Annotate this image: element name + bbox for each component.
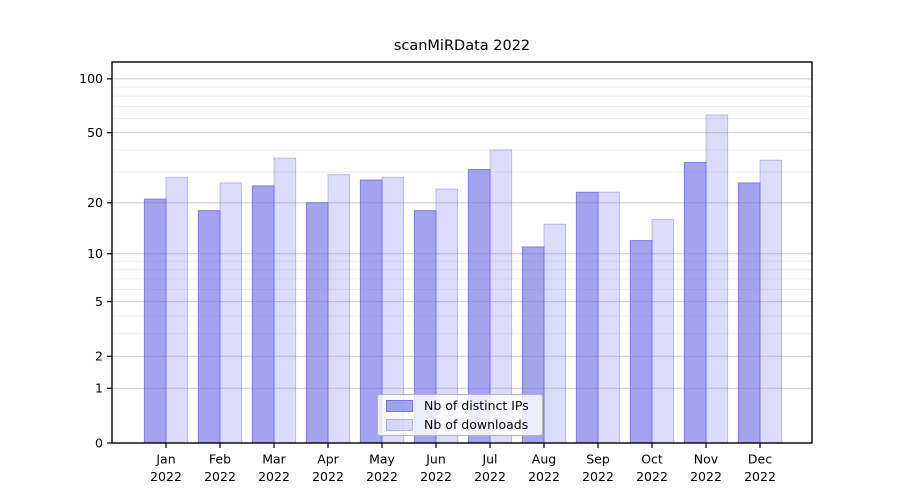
bar-distinct-ips-mar bbox=[251, 185, 275, 444]
x-tick-label-year: 2022 bbox=[582, 469, 614, 484]
y-tick-label: 50 bbox=[87, 125, 103, 140]
y-tick-label: 1 bbox=[95, 381, 103, 396]
x-tick-label-month: Apr bbox=[317, 452, 339, 467]
legend: Nb of distinct IPs Nb of downloads bbox=[377, 394, 543, 436]
legend-label-distinct-ips: Nb of distinct IPs bbox=[424, 397, 529, 413]
y-tick-label: 10 bbox=[87, 246, 103, 261]
x-tick-label-year: 2022 bbox=[204, 469, 236, 484]
chart-title: scanMiRData 2022 bbox=[393, 38, 531, 54]
y-tick-label: 2 bbox=[95, 349, 103, 364]
x-tick-label-year: 2022 bbox=[420, 469, 452, 484]
bar-downloads-oct bbox=[651, 218, 675, 444]
x-tick-label-year: 2022 bbox=[690, 469, 722, 484]
y-tick-label: 5 bbox=[95, 294, 103, 309]
x-tick-label-month: Oct bbox=[641, 452, 663, 467]
x-tick-label-month: Jul bbox=[481, 452, 497, 467]
bar-downloads-apr bbox=[327, 174, 351, 444]
x-tick-label-month: Dec bbox=[748, 452, 772, 467]
bar-downloads-aug bbox=[543, 223, 567, 444]
x-tick-label-month: May bbox=[369, 452, 395, 467]
bar-downloads-mar bbox=[273, 157, 297, 444]
bar-distinct-ips-dec bbox=[737, 182, 761, 444]
bar-distinct-ips-apr bbox=[305, 202, 329, 444]
legend-swatch-distinct-ips bbox=[386, 399, 413, 412]
x-tick-label-month: Sep bbox=[586, 452, 610, 467]
x-tick-label-month: Aug bbox=[532, 452, 556, 467]
bar-distinct-ips-oct bbox=[629, 240, 653, 444]
x-tick-label-month: Jan bbox=[155, 452, 175, 467]
y-tick-label: 20 bbox=[87, 195, 103, 210]
legend-swatch-downloads bbox=[386, 418, 413, 431]
y-tick-label: 0 bbox=[95, 435, 103, 450]
legend-label-downloads: Nb of downloads bbox=[424, 416, 529, 432]
x-tick-label-year: 2022 bbox=[474, 469, 506, 484]
y-tick-label: 100 bbox=[79, 71, 103, 86]
x-tick-label-year: 2022 bbox=[636, 469, 668, 484]
bar-distinct-ips-feb bbox=[197, 210, 221, 444]
bar-downloads-dec bbox=[759, 159, 783, 444]
x-tick-label-year: 2022 bbox=[312, 469, 344, 484]
x-tick-label-month: Mar bbox=[262, 452, 286, 467]
legend-item-distinct-ips: Nb of distinct IPs bbox=[386, 398, 534, 414]
bar-distinct-ips-nov bbox=[683, 161, 707, 444]
x-tick-label-year: 2022 bbox=[366, 469, 398, 484]
x-tick-label-year: 2022 bbox=[528, 469, 560, 484]
x-tick-label-month: Feb bbox=[209, 452, 231, 467]
x-tick-label-month: Jun bbox=[425, 452, 446, 467]
bar-downloads-sep bbox=[597, 191, 621, 444]
x-tick-label-year: 2022 bbox=[258, 469, 290, 484]
x-tick-label-year: 2022 bbox=[150, 469, 182, 484]
bar-distinct-ips-jan bbox=[143, 198, 167, 444]
bar-downloads-jan bbox=[165, 176, 189, 444]
bar-downloads-nov bbox=[705, 114, 729, 444]
bar-downloads-feb bbox=[219, 182, 243, 444]
bar-distinct-ips-sep bbox=[575, 191, 599, 444]
x-tick-label-year: 2022 bbox=[744, 469, 776, 484]
legend-item-downloads: Nb of downloads bbox=[386, 417, 534, 433]
plot-border bbox=[111, 61, 813, 444]
x-tick-label-month: Nov bbox=[694, 452, 719, 467]
